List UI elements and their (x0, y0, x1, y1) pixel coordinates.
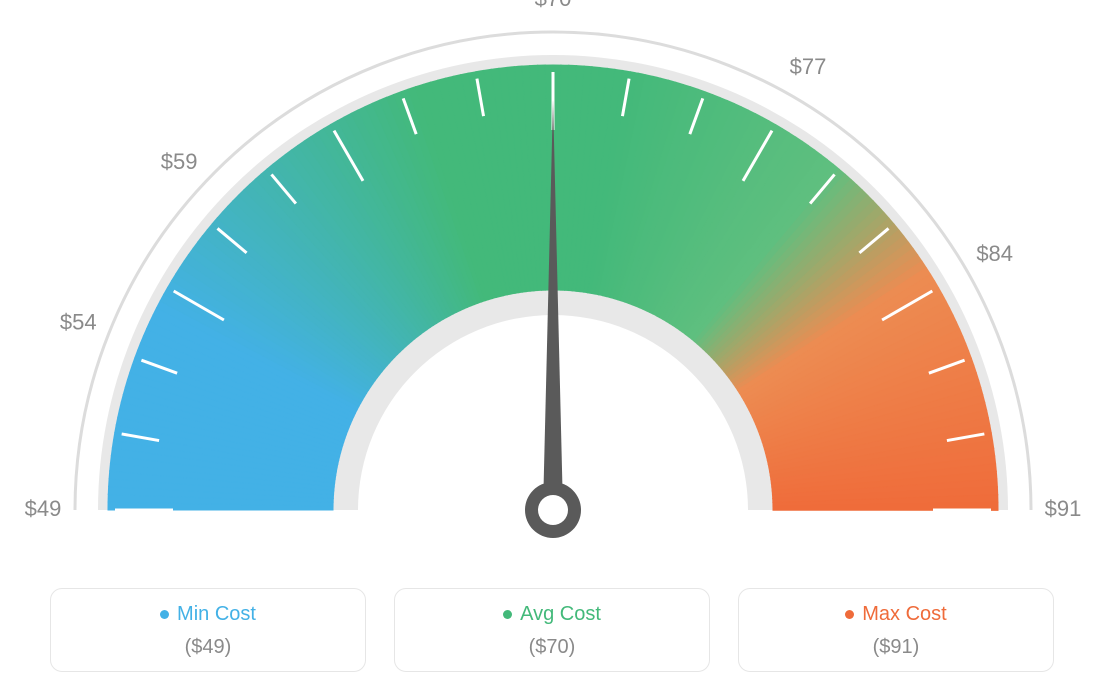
legend-value-min: ($49) (51, 636, 365, 659)
legend-card-avg: Avg Cost ($70) (394, 588, 710, 672)
legend-title-min: Min Cost (160, 603, 256, 626)
legend-title-max: Max Cost (845, 603, 946, 626)
gauge-area: $49 $54 $59 $70 $77 $84 $91 (0, 0, 1104, 570)
legend-label-avg: Avg Cost (520, 603, 601, 626)
legend-label-max: Max Cost (862, 603, 946, 626)
legend-value-max: ($91) (739, 636, 1053, 659)
gauge-tick-label: $84 (976, 241, 1013, 266)
gauge-tick-label: $54 (60, 309, 97, 334)
legend-title-avg: Avg Cost (503, 603, 601, 626)
gauge-tick-label: $70 (535, 0, 572, 11)
gauge-svg: $49 $54 $59 $70 $77 $84 $91 (0, 0, 1104, 570)
legend-dot-icon (503, 610, 512, 619)
gauge-tick-label: $59 (161, 149, 198, 174)
legend-card-max: Max Cost ($91) (738, 588, 1054, 672)
legend-dot-icon (845, 610, 854, 619)
legend-row: Min Cost ($49) Avg Cost ($70) Max Cost ($91) (50, 588, 1054, 672)
legend-label-min: Min Cost (177, 603, 256, 626)
gauge-tick-label: $49 (25, 496, 62, 521)
legend-value-avg: ($70) (395, 636, 709, 659)
legend-dot-icon (160, 610, 169, 619)
gauge-tick-label: $77 (790, 54, 827, 79)
legend-card-min: Min Cost ($49) (50, 588, 366, 672)
gauge-tick-label: $91 (1045, 496, 1082, 521)
chart-container: $49 $54 $59 $70 $77 $84 $91 Min Cost ($49) Avg C… (0, 0, 1104, 690)
